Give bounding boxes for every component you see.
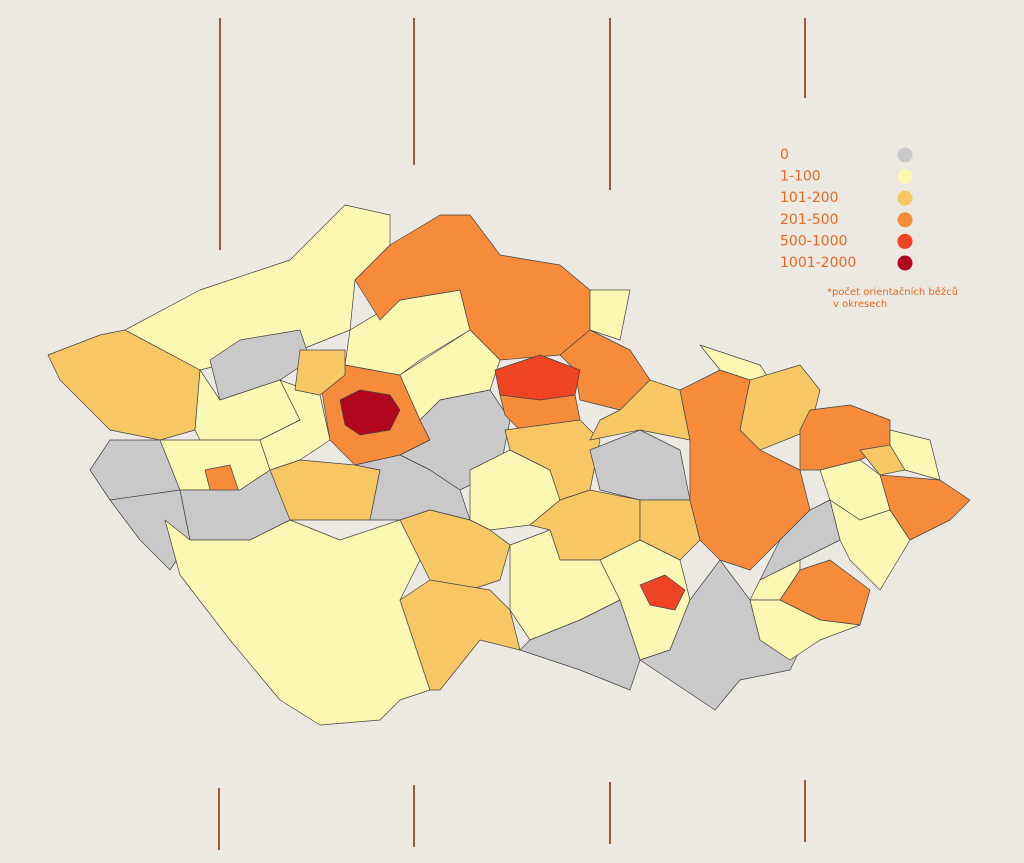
note-line: v okresech [833,299,887,310]
district [269,459,381,521]
district [829,499,911,591]
note-line: *počet orientačních běžců [827,286,958,298]
district-map [47,204,971,726]
district [639,499,701,561]
district [519,599,641,691]
district [399,509,511,591]
district [749,599,861,661]
legend-swatch [897,169,913,185]
decorations [218,18,806,850]
legend-label: 201-500 [780,212,839,228]
district [639,574,686,611]
district [589,289,631,341]
district [259,379,331,471]
legend-label: 101-200 [780,190,839,206]
district [589,379,691,441]
legend-swatch [897,212,913,228]
legend-swatch [897,147,913,163]
legend-label: 1001-2000 [780,255,856,271]
district [294,349,346,396]
district [889,429,941,481]
legend-swatch [897,190,913,206]
legend-swatch [897,255,913,271]
legend-swatch [897,233,913,249]
district [494,354,581,401]
district [339,389,401,436]
legend-label: 500-1000 [780,233,847,249]
legend-label: 0 [780,147,789,163]
legend-label: 1-100 [780,169,821,185]
legend: 0 1-100 101-200 201-500 500-1000 1001-2000 [780,147,913,271]
